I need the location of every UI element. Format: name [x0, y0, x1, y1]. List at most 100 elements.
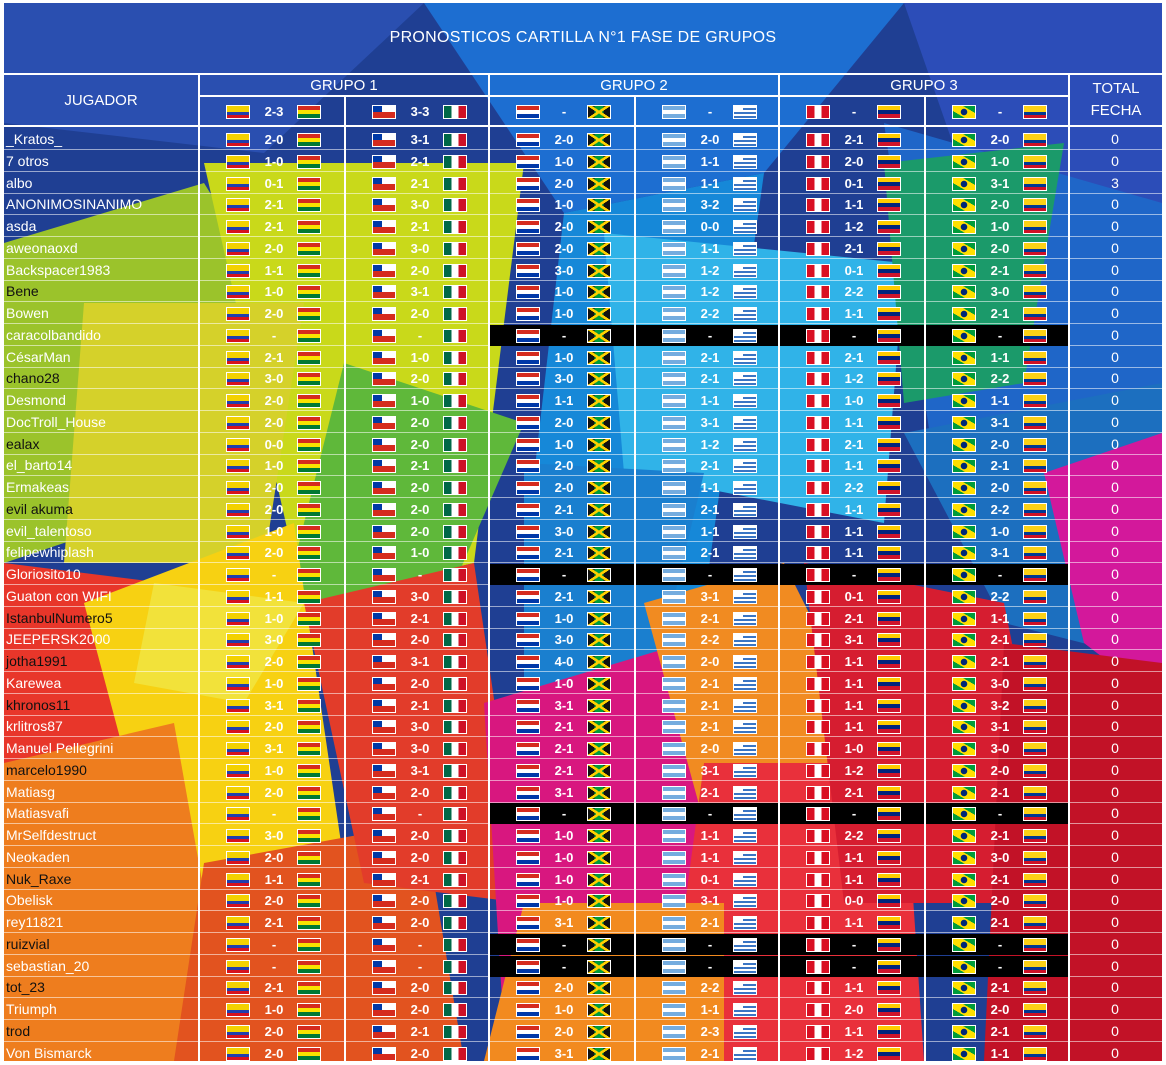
player-name: Matiasg	[6, 783, 56, 800]
arg-flag-icon	[662, 1024, 686, 1039]
match-pick: -	[926, 955, 1070, 977]
total-points: 0	[1111, 196, 1119, 213]
col-flag-icon	[1023, 829, 1047, 843]
score: 2-0	[264, 784, 284, 800]
mex-flag-icon	[443, 720, 467, 735]
per-flag-icon	[806, 937, 830, 952]
col-flag-icon	[1023, 372, 1047, 387]
uru-flag-icon	[733, 328, 757, 343]
score: -	[707, 104, 713, 119]
match-pick: 3-1	[636, 890, 780, 911]
bol-flag-icon	[297, 872, 321, 887]
total-points: 0	[1111, 718, 1119, 735]
match-pick: 3-0	[490, 629, 634, 650]
chi-flag-icon	[372, 763, 396, 778]
score: -	[561, 327, 567, 343]
col-flag-icon	[1023, 176, 1047, 191]
match-pick: 2-2	[780, 825, 924, 846]
match-pick: 2-2	[780, 477, 924, 498]
match-pick: 2-1	[926, 629, 1070, 650]
par-flag-icon	[516, 785, 540, 800]
score: 1-1	[990, 610, 1010, 626]
chi-flag-icon	[372, 481, 396, 495]
score: 2-0	[990, 762, 1010, 778]
col-flag-icon	[1023, 676, 1047, 691]
score: 2-1	[700, 675, 720, 691]
mex-flag-icon	[443, 328, 467, 343]
score: 1-1	[844, 980, 864, 996]
table-row: Guaton con WIFI 1-1 3-0 2-1 3-1 0-1 2-2 0	[4, 586, 1162, 607]
column-divider	[924, 97, 926, 1061]
col-flag-icon	[1023, 785, 1047, 800]
match-pick: 1-1	[636, 521, 780, 542]
bra-flag-icon	[952, 937, 976, 952]
per-flag-icon	[806, 285, 830, 300]
match-pick: 1-0	[490, 673, 634, 694]
score: 2-0	[410, 893, 430, 909]
score: 1-1	[990, 1045, 1010, 1061]
table-row: 7 otros 1-0 2-1 1-0 1-1 2-0 1-0 0	[4, 151, 1162, 172]
per-flag-icon	[806, 176, 830, 191]
match-pick: 2-1	[636, 608, 780, 629]
match-pick: -	[490, 955, 634, 977]
score: 3-2	[990, 697, 1010, 713]
score: 3-0	[554, 523, 574, 539]
table-row: DocTroll_House 2-0 2-0 2-0 3-1 1-1 3-1 0	[4, 412, 1162, 433]
score: 1-1	[844, 197, 864, 213]
score: 3-0	[410, 741, 430, 756]
per-flag-icon	[806, 546, 830, 561]
bra-flag-icon	[952, 763, 976, 778]
score: 2-0	[264, 1045, 284, 1061]
total-points: 0	[1111, 979, 1119, 996]
score: 0-0	[264, 436, 284, 452]
ven-flag-icon	[877, 916, 901, 930]
score: 3-1	[410, 284, 430, 300]
ecu-flag-icon	[226, 546, 250, 561]
score: 3-0	[264, 828, 284, 843]
match-pick: 1-0	[490, 281, 634, 302]
bol-flag-icon	[297, 763, 321, 778]
match-pick: 1-1	[780, 303, 924, 324]
score: 3-1	[990, 545, 1010, 561]
jam-flag-icon	[587, 850, 611, 865]
bra-flag-icon	[952, 720, 976, 735]
player-name: el_barto14	[6, 457, 73, 474]
table-row: Matiasg 2-0 2-0 3-1 2-1 2-1 2-1 0	[4, 782, 1162, 803]
total-points: 0	[1111, 131, 1119, 147]
match-pick: 2-1	[636, 912, 780, 933]
match-pick: 0-1	[780, 173, 924, 194]
match-pick: 2-0	[200, 238, 344, 259]
uru-flag-icon	[733, 829, 757, 843]
jam-flag-icon	[587, 437, 611, 452]
per-flag-icon	[806, 220, 830, 234]
par-flag-icon	[516, 459, 540, 474]
ven-flag-icon	[877, 959, 901, 974]
mex-flag-icon	[443, 611, 467, 626]
match-pick: -	[636, 101, 780, 122]
table-row: asda 2-1 2-1 2-0 0-0 1-2 1-0 0	[4, 216, 1162, 237]
match-pick: 1-0	[926, 216, 1070, 237]
score: 1-1	[844, 501, 864, 517]
match-pick: -	[780, 955, 924, 977]
match-pick: 1-0	[346, 390, 490, 411]
per-flag-icon	[806, 959, 830, 974]
match-pick: 2-0	[490, 412, 634, 433]
score: 1-1	[844, 697, 864, 713]
mex-flag-icon	[443, 633, 467, 648]
score: 2-0	[990, 240, 1010, 256]
score: 2-1	[990, 262, 1010, 278]
ecu-flag-icon	[226, 589, 250, 604]
ven-flag-icon	[877, 981, 901, 996]
score: 1-0	[264, 458, 284, 474]
bra-flag-icon	[952, 328, 976, 343]
match-pick: -	[636, 324, 780, 346]
score: 2-1	[410, 153, 430, 169]
match-pick: 1-1	[780, 455, 924, 476]
player-name: MrSelfdestruct	[6, 827, 97, 843]
chi-flag-icon	[372, 633, 396, 648]
bol-flag-icon	[297, 894, 321, 909]
bol-flag-icon	[297, 394, 321, 408]
total-points: 0	[1111, 1022, 1119, 1039]
arg-flag-icon	[662, 372, 686, 387]
match-pick: 1-1	[926, 390, 1070, 411]
